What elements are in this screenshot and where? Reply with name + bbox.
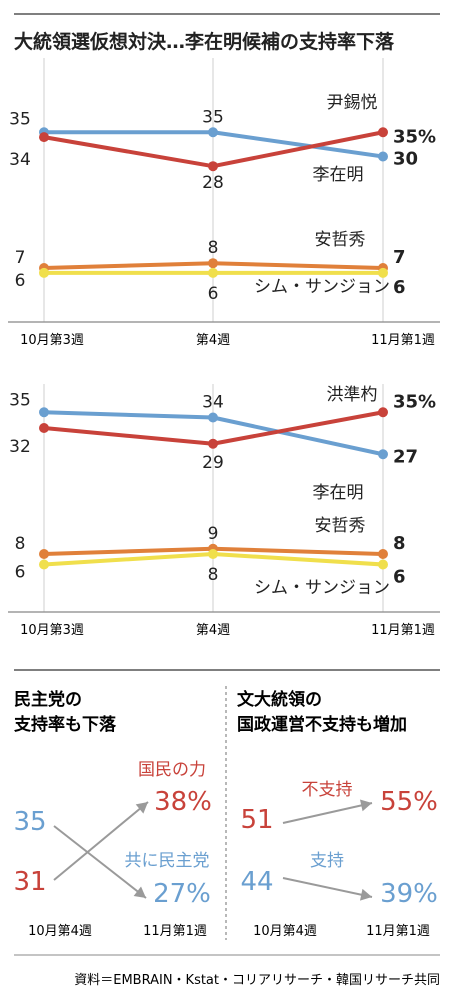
data-label: 39% [380, 879, 438, 909]
data-point [208, 549, 218, 559]
series-name-label: 安哲秀 [315, 516, 366, 536]
series-name-label: 国民の力 [138, 760, 206, 780]
data-point [378, 449, 388, 460]
data-point [39, 423, 49, 433]
data-label: 32 [9, 437, 31, 457]
data-point [39, 407, 49, 418]
x-tick-label: 10月第3週 [20, 333, 84, 348]
data-label: 28 [202, 173, 224, 193]
data-label: 8 [208, 565, 219, 585]
series-name-label: 尹錫悦 [327, 93, 378, 113]
data-label: 6 [15, 563, 26, 583]
data-point [208, 412, 218, 423]
series-name-label: 不支持 [302, 780, 353, 800]
panel-title: 民主党の [14, 689, 82, 710]
data-label: 29 [202, 453, 224, 473]
data-point [378, 559, 388, 570]
data-point [39, 132, 49, 143]
panel-title: 文大統領の [237, 689, 322, 710]
data-label: 27% [153, 879, 211, 909]
series-name-label: 安哲秀 [315, 230, 366, 250]
data-label: 44 [240, 867, 273, 897]
arrow-line [53, 801, 149, 881]
data-point [378, 549, 388, 559]
data-point [378, 267, 388, 278]
x-tick-label: 第4週 [196, 333, 230, 348]
arrow-line [282, 877, 373, 898]
data-label: 8 [15, 534, 26, 554]
data-label: 38% [154, 787, 212, 817]
panel-title: 国政運営不支持も増加 [237, 714, 407, 735]
arrow-head [133, 886, 146, 898]
data-point [208, 127, 218, 138]
x-tick-label: 第4週 [196, 623, 230, 638]
series-name-label: 共に民主党 [125, 851, 210, 871]
data-point [208, 161, 218, 172]
data-point [378, 151, 388, 162]
data-label: 31 [13, 867, 46, 897]
data-label: 35% [393, 391, 436, 412]
arrow-line [53, 825, 147, 899]
x-tick-label: 11月第1週 [143, 924, 207, 939]
series-name-label: 李在明 [313, 483, 364, 503]
data-label: 6 [393, 277, 406, 298]
data-point [208, 267, 218, 278]
data-point [378, 127, 388, 138]
series-name-label: シム・サンジョン [254, 578, 390, 598]
data-point [208, 258, 218, 269]
data-label: 51 [240, 805, 273, 835]
source-note: 資料＝EMBRAIN・Kstat・コリアリサーチ・韓国リサーチ共同 [74, 973, 440, 988]
data-label: 7 [393, 247, 406, 268]
series-name-label: シム・サンジョン [254, 277, 390, 297]
x-tick-label: 11月第1週 [371, 333, 435, 348]
data-label: 6 [208, 284, 219, 304]
data-point [208, 438, 218, 449]
arrow-head [359, 799, 372, 812]
x-tick-label: 10月第3週 [20, 623, 84, 638]
x-tick-label: 10月第4週 [28, 924, 92, 939]
data-label: 6 [15, 271, 26, 291]
series-name-label: 支持 [310, 851, 344, 871]
data-label: 6 [393, 567, 406, 588]
data-label: 8 [393, 533, 406, 554]
arrow-head [135, 802, 148, 814]
data-label: 35 [9, 390, 31, 410]
x-tick-label: 10月第4週 [253, 924, 317, 939]
data-label: 35 [202, 107, 224, 127]
x-tick-label: 11月第1週 [366, 924, 430, 939]
data-label: 27 [393, 446, 418, 467]
data-label: 9 [208, 524, 219, 544]
data-label: 35% [393, 126, 436, 147]
arrow-line [282, 802, 373, 824]
data-label: 7 [15, 248, 26, 268]
data-label: 8 [208, 238, 219, 258]
x-tick-label: 11月第1週 [371, 623, 435, 638]
arrow-head [359, 888, 372, 901]
panel-title: 支持率も下落 [14, 714, 117, 735]
data-label: 55% [380, 787, 438, 817]
data-label: 35 [9, 109, 31, 129]
data-label: 34 [202, 393, 224, 413]
series-name-label: 李在明 [313, 165, 364, 185]
data-point [39, 267, 49, 278]
page-title: 大統領選仮想対決…李在明候補の支持率下落 [14, 30, 395, 53]
data-point [378, 407, 388, 418]
data-label: 35 [13, 807, 46, 837]
data-point [39, 559, 49, 570]
data-point [39, 549, 49, 559]
data-label: 30 [393, 149, 418, 170]
series-name-label: 洪準杓 [327, 385, 378, 405]
data-label: 34 [9, 150, 31, 170]
